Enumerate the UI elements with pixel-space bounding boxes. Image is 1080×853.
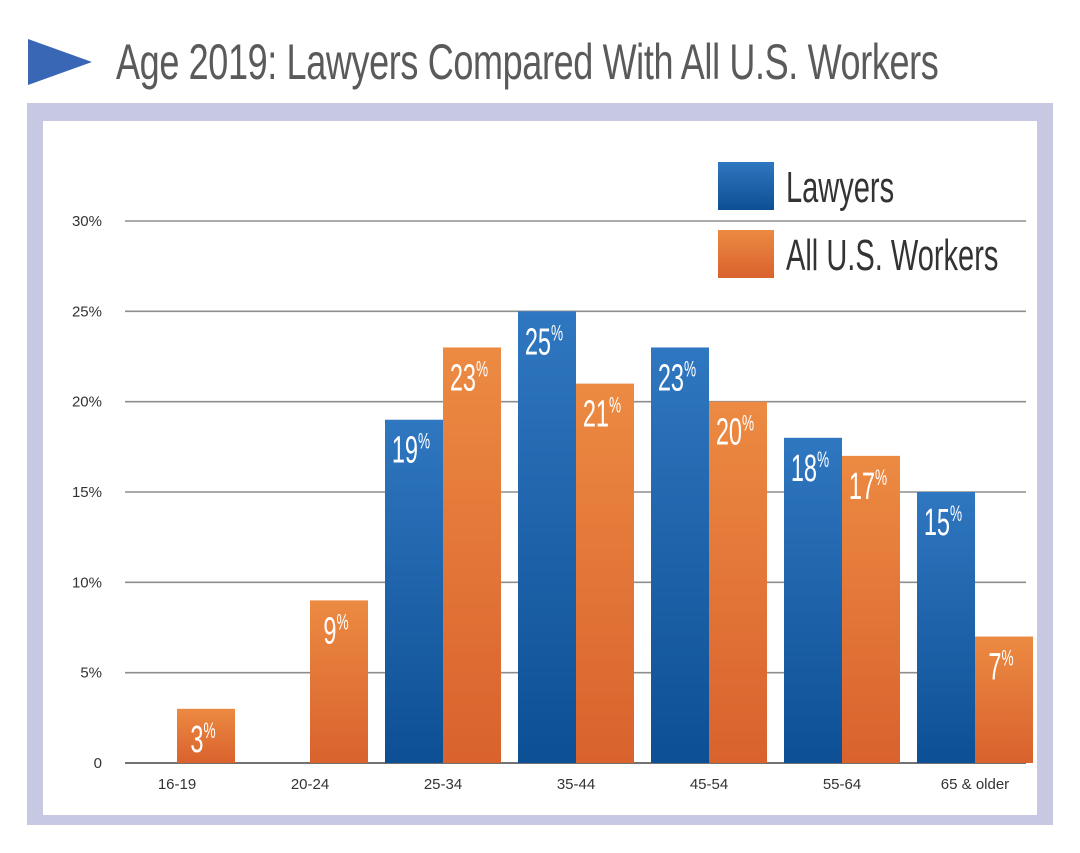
bar-all-workers <box>576 383 634 763</box>
bar-value-label: 23% <box>450 356 488 399</box>
bar-all-workers <box>975 636 1033 763</box>
x-tick-label: 25-34 <box>424 776 462 793</box>
bar-value-label: 20% <box>716 410 754 453</box>
y-tick-label: 10% <box>72 574 102 591</box>
y-tick-label: 20% <box>72 394 102 411</box>
bar-value-label: 19% <box>392 428 430 471</box>
bar-value-label: 25% <box>525 319 563 362</box>
bar-value-label: 23% <box>658 356 696 399</box>
bar-value-label: 17% <box>849 464 887 507</box>
y-tick-label: 25% <box>72 303 102 320</box>
y-tick-label: 15% <box>72 484 102 501</box>
right-triangle-icon <box>28 39 92 85</box>
bar-all-workers <box>177 708 235 763</box>
x-tick-label: 16-19 <box>158 776 196 793</box>
x-tick-label: 20-24 <box>291 776 329 793</box>
legend-label-lawyers: Lawyers <box>786 162 894 212</box>
bar-value-label: 3% <box>190 717 215 760</box>
chart-header: Age 2019: Lawyers Compared With All U.S.… <box>28 22 1080 102</box>
y-tick-label: 30% <box>72 213 102 230</box>
x-tick-label: 45-54 <box>690 776 728 793</box>
bar-value-label: 15% <box>924 500 962 543</box>
bar-all-workers <box>842 455 900 763</box>
bar-lawyers <box>385 419 443 763</box>
bar-lawyers <box>518 311 576 763</box>
bar-value-label: 21% <box>583 392 621 435</box>
y-tick-label: 5% <box>80 665 102 682</box>
legend-label-all-workers: All U.S. Workers <box>786 230 998 280</box>
bar-value-label: 7% <box>988 645 1013 688</box>
bar-lawyers <box>651 347 709 763</box>
bar-value-label: 18% <box>791 446 829 489</box>
bar-all-workers <box>310 600 368 763</box>
x-tick-label: 35-44 <box>557 776 595 793</box>
bar-value-label: 9% <box>323 609 348 652</box>
x-tick-label: 55-64 <box>823 776 861 793</box>
chart-title: Age 2019: Lawyers Compared With All U.S.… <box>116 34 939 90</box>
bar-lawyers <box>784 437 842 763</box>
legend-swatch-all-workers <box>718 230 774 278</box>
legend-swatch-lawyers <box>718 162 774 210</box>
bar-all-workers <box>443 347 501 763</box>
bar-all-workers <box>709 401 767 763</box>
x-tick-label: 65 & older <box>941 776 1009 793</box>
y-tick-label: 0 <box>94 755 102 772</box>
bar-lawyers <box>917 492 975 763</box>
